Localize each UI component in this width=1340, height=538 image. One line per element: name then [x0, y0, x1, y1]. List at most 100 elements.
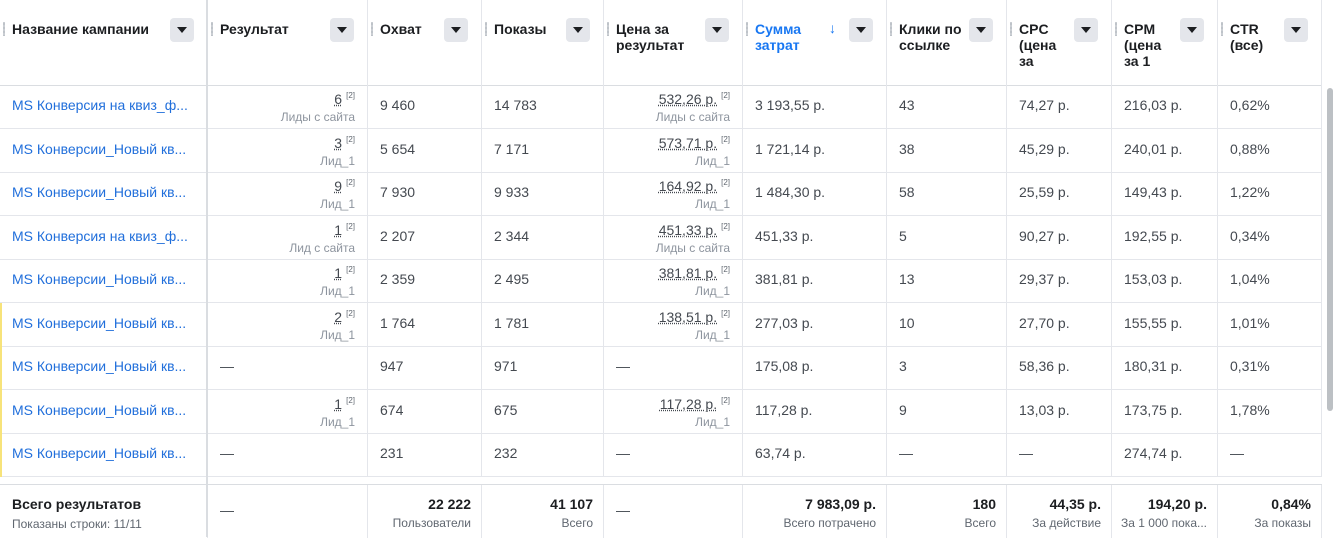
drag-handle-icon[interactable]	[890, 22, 892, 36]
cell-value: 1,78%	[1230, 401, 1270, 418]
table-row[interactable]: MS Конверсии_Новый кв... 1 [2] Лид_1 674 675 1…	[0, 389, 1322, 434]
cell-name[interactable]: MS Конверсия на квиз_ф...	[0, 85, 208, 128]
cell-spend: 1 721,14 р.	[743, 128, 887, 172]
drag-handle-icon[interactable]	[3, 22, 5, 36]
footer-total-value: 0,84%	[1271, 496, 1311, 512]
campaign-name-link[interactable]: MS Конверсии_Новый кв...	[12, 184, 187, 200]
scrollbar-thumb[interactable]	[1327, 88, 1333, 411]
cell-reach: 674	[368, 389, 482, 433]
column-menu-button[interactable]	[969, 18, 993, 42]
drag-handle-icon[interactable]	[211, 22, 213, 36]
drag-handle-icon[interactable]	[371, 22, 373, 36]
info-superscript-icon[interactable]: [2]	[721, 395, 730, 405]
result-type-label: Лид_1	[695, 284, 730, 298]
column-header-5[interactable]: Сумма затрат ↓	[743, 0, 887, 85]
info-superscript-icon[interactable]: [2]	[346, 265, 355, 274]
table-row[interactable]: MS Конверсии_Новый кв... 9 [2] Лид_1 7 930 9 …	[0, 172, 1322, 216]
cell-name[interactable]: MS Конверсии_Новый кв...	[0, 172, 208, 215]
cell-value: 0,34%	[1230, 227, 1270, 244]
campaign-name-link[interactable]: MS Конверсия на квиз_ф...	[12, 227, 188, 244]
info-superscript-icon[interactable]: [2]	[721, 178, 730, 187]
info-superscript-icon[interactable]: [2]	[346, 91, 355, 100]
cell-name[interactable]: MS Конверсии_Новый кв...	[0, 346, 208, 389]
column-header-3[interactable]: Показы	[482, 0, 604, 85]
info-superscript-icon[interactable]: [2]	[721, 265, 730, 274]
column-header-0[interactable]: Название кампании	[0, 0, 208, 85]
column-menu-button[interactable]	[330, 18, 354, 42]
cell-name[interactable]: MS Конверсии_Новый кв...	[0, 259, 208, 302]
drag-handle-icon[interactable]	[1115, 22, 1117, 36]
cell-reach: 2 359	[368, 259, 482, 302]
column-menu-button[interactable]	[170, 18, 194, 42]
info-superscript-icon[interactable]: [2]	[346, 221, 355, 231]
table-row[interactable]: MS Конверсии_Новый кв... 3 [2] Лид_1 5 654 7 …	[0, 128, 1322, 173]
drag-handle-icon[interactable]	[1221, 22, 1223, 36]
cell-value: 1,04%	[1230, 271, 1270, 287]
info-superscript-icon[interactable]: [2]	[346, 308, 355, 318]
column-header-7[interactable]: CPC (цена за	[1007, 0, 1112, 85]
table-row[interactable]: MS Конверсии_Новый кв... — 947 971 — 175,08 р…	[0, 346, 1322, 390]
column-menu-button[interactable]	[705, 18, 729, 42]
cell-name[interactable]: MS Конверсии_Новый кв...	[0, 389, 208, 433]
info-superscript-icon[interactable]: [2]	[346, 395, 355, 405]
column-header-2[interactable]: Охват	[368, 0, 482, 85]
column-header-4[interactable]: Цена за результат	[604, 0, 743, 85]
drag-handle-icon[interactable]	[607, 22, 609, 36]
result-type-label: Лид_1	[320, 197, 355, 211]
campaign-name-link[interactable]: MS Конверсии_Новый кв...	[12, 140, 187, 157]
cell-impr: 2 495	[482, 259, 604, 302]
drag-handle-icon[interactable]	[1010, 22, 1012, 36]
campaign-name-link[interactable]: MS Конверсия на квиз_ф...	[12, 97, 188, 113]
cell-value: 0,31%	[1230, 358, 1270, 374]
result-value: 6	[334, 91, 343, 107]
cell-name[interactable]: MS Конверсии_Новый кв...	[0, 128, 208, 172]
cell-value: 277,03 р.	[755, 314, 814, 331]
result-value: 1	[334, 265, 343, 281]
cell-value: 674	[380, 401, 404, 418]
column-header-8[interactable]: CPM (цена за 1	[1112, 0, 1218, 85]
cell-spend: 117,28 р.	[743, 389, 887, 433]
table-row[interactable]: MS Конверсии_Новый кв... 1 [2] Лид_1 2 359 2 …	[0, 259, 1322, 303]
column-menu-button[interactable]	[444, 18, 468, 42]
campaign-name-link[interactable]: MS Конверсии_Новый кв...	[12, 401, 187, 418]
cell-name[interactable]: MS Конверсии_Новый кв...	[0, 302, 208, 346]
info-superscript-icon[interactable]: [2]	[721, 308, 730, 318]
result-value: 1	[334, 395, 343, 412]
campaign-name-link[interactable]: MS Конверсии_Новый кв...	[12, 445, 187, 461]
info-superscript-icon[interactable]: [2]	[346, 134, 355, 144]
info-superscript-icon[interactable]: [2]	[721, 134, 730, 144]
drag-handle-icon[interactable]	[746, 22, 748, 36]
drag-handle-icon[interactable]	[485, 22, 487, 36]
cell-name[interactable]: MS Конверсия на квиз_ф...	[0, 215, 208, 259]
sort-descending-icon[interactable]: ↓	[829, 20, 836, 36]
column-header-9[interactable]: CTR (все)	[1218, 0, 1322, 85]
column-header-6[interactable]: Клики по ссылке	[887, 0, 1007, 85]
cell-cpm: 180,31 р.	[1112, 346, 1218, 389]
table-row[interactable]: MS Конверсия на квиз_ф... 6 [2] Лиды с сайт…	[0, 85, 1322, 129]
cell-cpr: —	[604, 433, 743, 476]
campaign-name-link[interactable]: MS Конверсии_Новый кв...	[12, 271, 187, 287]
campaign-name-link[interactable]: MS Конверсии_Новый кв...	[12, 358, 187, 374]
footer-total-label: За показы	[1254, 516, 1311, 530]
column-menu-button[interactable]	[1180, 18, 1204, 42]
info-superscript-icon[interactable]: [2]	[721, 221, 730, 231]
result-value: 1	[334, 221, 343, 238]
campaign-name-link[interactable]: MS Конверсии_Новый кв...	[12, 314, 187, 331]
cell-value: 5 654	[380, 140, 416, 157]
table-row[interactable]: MS Конверсия на квиз_ф... 1 [2] Лид с сайта…	[0, 215, 1322, 260]
cell-cpr: 381,81 р. [2] Лид_1	[604, 259, 743, 302]
cell-name[interactable]: MS Конверсии_Новый кв...	[0, 433, 208, 476]
column-menu-button[interactable]	[566, 18, 590, 42]
column-header-1[interactable]: Результат	[208, 0, 368, 85]
column-menu-button[interactable]	[849, 18, 873, 42]
info-superscript-icon[interactable]: [2]	[721, 91, 730, 100]
column-menu-button[interactable]	[1284, 18, 1308, 42]
column-menu-button[interactable]	[1074, 18, 1098, 42]
footer-total-value: 7 983,09 р.	[805, 496, 876, 512]
result-type-label: Лид с сайта	[289, 240, 355, 255]
vertical-scrollbar[interactable]	[1325, 85, 1335, 485]
table-row[interactable]: MS Конверсии_Новый кв... — 231 232 — 63,74 р.…	[0, 433, 1322, 477]
cell-impr: 971	[482, 346, 604, 389]
table-row[interactable]: MS Конверсии_Новый кв... 2 [2] Лид_1 1 764 1 …	[0, 302, 1322, 347]
info-superscript-icon[interactable]: [2]	[346, 178, 355, 187]
